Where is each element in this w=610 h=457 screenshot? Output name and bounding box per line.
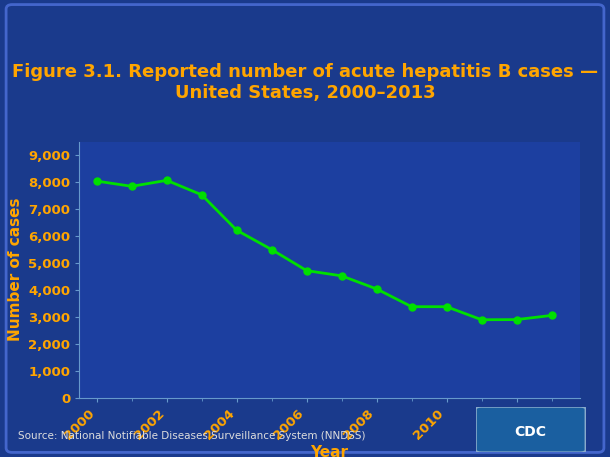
X-axis label: Year: Year <box>310 445 348 457</box>
FancyBboxPatch shape <box>476 407 586 452</box>
Text: Source: National Notifiable Diseases Surveillance System (NNDSS): Source: National Notifiable Diseases Sur… <box>18 431 366 441</box>
FancyBboxPatch shape <box>6 5 604 452</box>
Y-axis label: Number of cases: Number of cases <box>7 198 23 341</box>
Text: CDC: CDC <box>515 425 547 439</box>
Text: Figure 3.1. Reported number of acute hepatitis B cases —
United States, 2000–201: Figure 3.1. Reported number of acute hep… <box>12 63 598 101</box>
